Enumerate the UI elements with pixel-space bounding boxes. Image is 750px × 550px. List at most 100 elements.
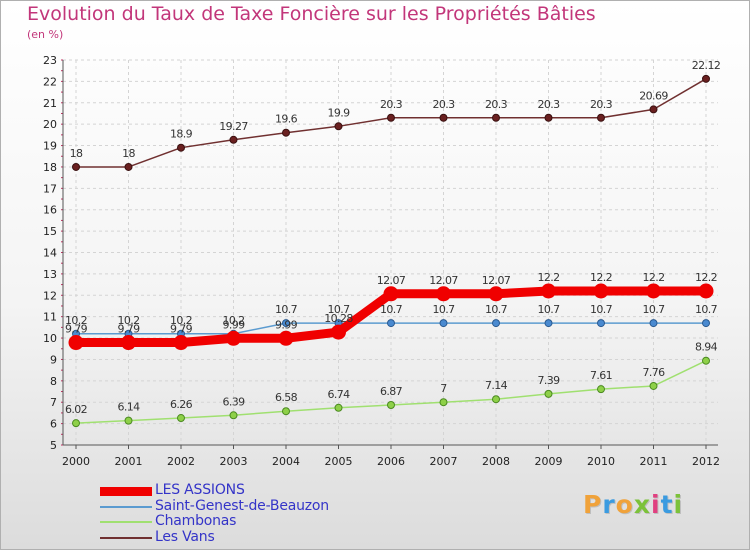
y-tick-label: 8 (50, 375, 57, 388)
data-label: 12.2 (642, 271, 664, 284)
data-point (387, 113, 395, 122)
data-point (387, 319, 395, 328)
data-labels: 9.79 9.79 9.79 9.99 9.99 10.28 12.07 12.07 12.07… (65, 59, 721, 416)
y-tick-label: 9 (50, 353, 57, 366)
y-tick-label: 21 (43, 97, 57, 110)
data-point (331, 324, 346, 340)
data-label: 12.2 (590, 271, 612, 284)
data-label: 7.39 (537, 374, 560, 387)
data-label: 10.7 (327, 303, 350, 316)
data-label: 7 (440, 382, 447, 395)
data-point (439, 319, 448, 328)
data-point (597, 319, 605, 328)
data-label: 10.2 (65, 314, 87, 327)
y-tick-label: 17 (43, 182, 57, 195)
data-label: 10.2 (222, 314, 244, 327)
data-point (177, 143, 185, 152)
data-label: 22.12 (692, 59, 721, 72)
chart-subtitle: (en %) (27, 28, 64, 41)
data-point (439, 398, 448, 407)
data-point (72, 419, 80, 428)
logo-letter: i (673, 490, 684, 519)
data-point (492, 113, 500, 122)
x-tick-label: 2004 (272, 455, 300, 468)
logo-letter: t (660, 490, 674, 519)
data-label: 18 (122, 147, 135, 160)
data-point (702, 319, 710, 328)
data-label: 19.27 (219, 120, 248, 133)
data-label: 10.2 (117, 314, 139, 327)
data-label: 12.07 (482, 274, 511, 287)
data-label: 10.2 (170, 314, 192, 327)
x-tick-label: 2012 (692, 455, 720, 468)
grid (63, 59, 718, 446)
logo-letter: o (615, 490, 634, 519)
y-tick-label: 20 (43, 118, 57, 131)
data-label: 6.02 (65, 403, 87, 416)
data-point (597, 385, 605, 394)
data-label: 10.7 (695, 303, 718, 316)
x-tick-label: 2005 (325, 455, 353, 468)
data-point (124, 162, 133, 171)
data-label: 7.14 (485, 379, 508, 392)
x-axis-ticks: 2000 2001 2002 2003 2004 2005 2006 2007 2008 2009… (62, 455, 720, 468)
data-point (544, 319, 553, 328)
data-point (124, 416, 133, 425)
data-point (541, 283, 556, 299)
data-label: 9.99 (222, 318, 245, 331)
data-point (173, 335, 189, 351)
y-tick-label: 6 (50, 418, 57, 431)
y-tick-label: 5 (50, 439, 57, 452)
data-label: 6.87 (380, 385, 403, 398)
x-tick-label: 2006 (377, 455, 405, 468)
legend-label: Saint-Genest-de-Beauzon (155, 497, 329, 514)
data-point (68, 335, 84, 351)
data-point (226, 330, 241, 346)
data-point (72, 162, 80, 171)
data-label: 10.7 (590, 303, 613, 316)
data-point (282, 128, 290, 137)
y-axis-ticks: 5 6 7 8 9 10 11 12 13 14 15 16 17 18 19 20 21 22 23 (43, 54, 57, 452)
logo-letter: r (602, 490, 616, 519)
data-label: 10.7 (275, 303, 298, 316)
data-label: 6.26 (170, 398, 193, 411)
data-point (702, 74, 710, 83)
y-tick-label: 13 (43, 268, 57, 281)
data-label: 8.94 (695, 341, 718, 354)
legend-swatch (100, 536, 152, 539)
data-point (282, 407, 290, 416)
x-tick-label: 2009 (535, 455, 563, 468)
data-point (488, 286, 504, 302)
data-label: 20.69 (639, 89, 668, 102)
x-tick-label: 2000 (62, 455, 90, 468)
x-tick-label: 2007 (430, 455, 458, 468)
data-label: 12.2 (537, 271, 559, 284)
data-label: 9.79 (170, 323, 193, 336)
x-tick-label: 2008 (482, 455, 510, 468)
legend-swatch (100, 486, 152, 496)
data-label: 10.7 (537, 303, 560, 316)
data-point (334, 122, 343, 131)
data-point (544, 113, 553, 122)
proxiti-logo: Proxiti (583, 490, 683, 519)
data-label: 6.58 (275, 391, 298, 404)
data-point (649, 105, 658, 114)
data-point (544, 389, 553, 398)
data-label: 20.3 (485, 98, 508, 111)
data-point (702, 356, 710, 365)
data-label: 10.7 (432, 303, 455, 316)
y-tick-label: 23 (43, 54, 57, 67)
data-point (177, 414, 185, 423)
data-label: 9.99 (275, 318, 298, 331)
y-tick-label: 14 (43, 247, 57, 260)
data-label: 7.61 (590, 369, 612, 382)
y-tick-label: 12 (43, 289, 57, 302)
logo-letter: x (633, 490, 651, 519)
data-point (492, 395, 500, 404)
y-tick-label: 10 (43, 332, 57, 345)
data-point (278, 330, 294, 346)
data-point (439, 113, 448, 122)
chart-title: Evolution du Taux de Taxe Foncière sur l… (27, 3, 596, 25)
